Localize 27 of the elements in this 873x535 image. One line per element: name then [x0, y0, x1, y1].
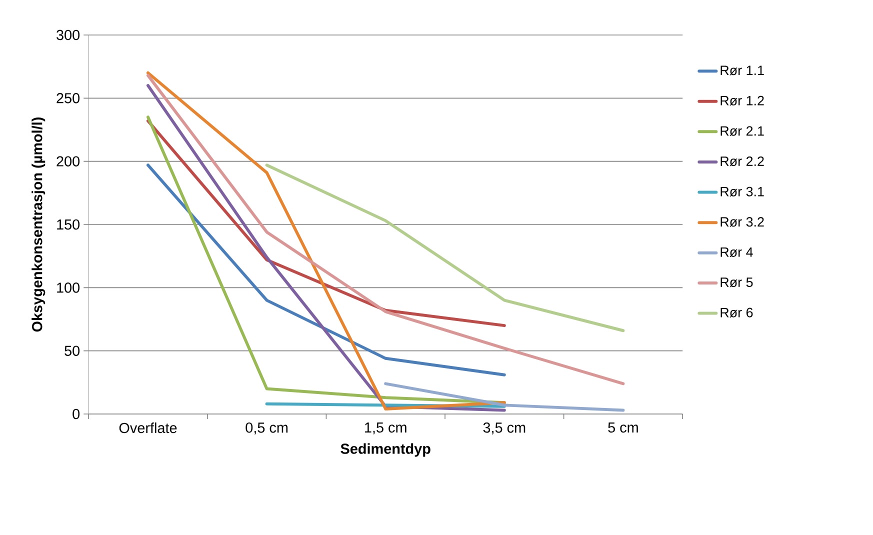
y-tick-label: 50: [64, 346, 80, 356]
y-tick-label: 0: [72, 408, 80, 420]
line-series: [146, 119, 506, 328]
legend-label: Rør 1.2: [720, 96, 764, 106]
y-tick-label: 300: [56, 30, 80, 40]
y-axis-title: Oksygenkonsentrasjon (µmol/l): [32, 118, 46, 332]
legend-label: Rør 2.2: [720, 156, 764, 166]
line-series: [146, 74, 625, 386]
legend-label: Rør 4: [720, 247, 753, 257]
y-tick-label: 200: [56, 156, 80, 166]
legend-label: Rør 2.1: [720, 126, 764, 136]
y-tick-label: 250: [56, 93, 80, 104]
x-tick-label: 1,5 cm: [365, 422, 406, 434]
line-series: [265, 164, 625, 332]
legend-label: Rør 5: [720, 278, 753, 288]
x-tick-label: Overflate: [119, 422, 177, 434]
x-tick-label: 0,5 cm: [246, 422, 288, 434]
line-series: [146, 164, 506, 376]
x-axis-title: Sedimentdyp: [340, 443, 430, 457]
legend-label: Rør 1.1: [720, 66, 764, 76]
legend-label: Rør 6: [720, 308, 753, 318]
x-tick-label: 3,5 cm: [483, 422, 526, 434]
legend-label: Rør 3.2: [720, 217, 764, 227]
x-tick-label: 5 cm: [608, 422, 638, 433]
legend-label: Rør 3.1: [720, 186, 764, 196]
y-tick-label: 150: [57, 219, 80, 230]
y-tick-label: 100: [57, 282, 80, 293]
